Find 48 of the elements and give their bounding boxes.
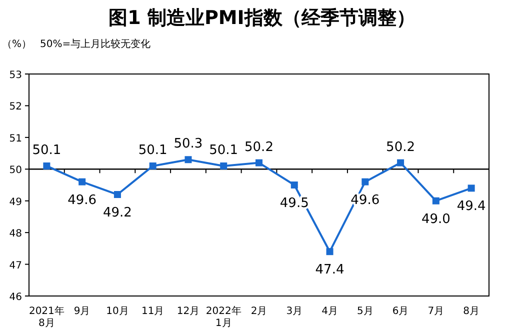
x-tick-label: 7月 — [428, 306, 444, 317]
x-tick-label: 3月 — [286, 306, 303, 317]
y-tick-label: 48 — [9, 228, 22, 240]
data-label: 47.4 — [315, 262, 344, 278]
x-tick-label: 9月 — [74, 306, 90, 317]
x-tick-label: 5月 — [356, 306, 374, 317]
data-label: 50.2 — [386, 140, 416, 155]
point — [397, 159, 404, 166]
chart-title: 图1 制造业PMI指数（经季节调整） — [108, 7, 416, 29]
point — [114, 191, 121, 198]
point — [326, 248, 334, 256]
point — [256, 159, 262, 166]
point — [290, 182, 298, 188]
y-tick-label: 50 — [9, 165, 22, 176]
x-tick-label: 12月 — [176, 306, 200, 317]
data-label: 49.6 — [68, 192, 97, 208]
data-label: 50.2 — [244, 140, 274, 155]
x-tick-label: 11月 — [141, 306, 164, 317]
y-tick-label: 47 — [9, 260, 22, 272]
data-label: 50.3 — [174, 136, 203, 152]
point — [468, 184, 475, 192]
y-axis-title: （%） — [2, 39, 32, 50]
text: 50%=与上月比较无变化 — [40, 38, 151, 50]
data-label: 50.1 — [209, 142, 238, 158]
point — [432, 197, 440, 204]
y-tick-label: 51 — [9, 133, 22, 144]
data-label: 50.1 — [138, 142, 168, 158]
y-tick-label: 53 — [9, 70, 22, 81]
data-label: 49.0 — [421, 212, 450, 227]
x-tick-label: 4月 — [322, 306, 338, 317]
y-tick-label: 52 — [9, 102, 22, 113]
data-label: 49.2 — [102, 206, 132, 221]
point — [78, 178, 86, 186]
data-label: 49.4 — [456, 199, 486, 214]
point — [149, 162, 156, 170]
x-tick-label: 2021年 8月 — [28, 305, 64, 329]
point — [220, 162, 228, 170]
x-tick-label: 2022年 1月 — [206, 305, 242, 329]
x-tick-label: 2月 — [250, 306, 268, 317]
x-tick-label: 6月 — [392, 306, 409, 317]
point — [362, 178, 369, 186]
point — [43, 162, 50, 170]
y-tick-label: 49 — [9, 196, 22, 208]
data-label: 50.1 — [32, 142, 62, 158]
x-tick-label: 8月 — [463, 306, 480, 317]
y-tick-label: 46 — [9, 292, 22, 303]
point — [184, 156, 192, 164]
x-tick-label: 10月 — [106, 306, 129, 317]
